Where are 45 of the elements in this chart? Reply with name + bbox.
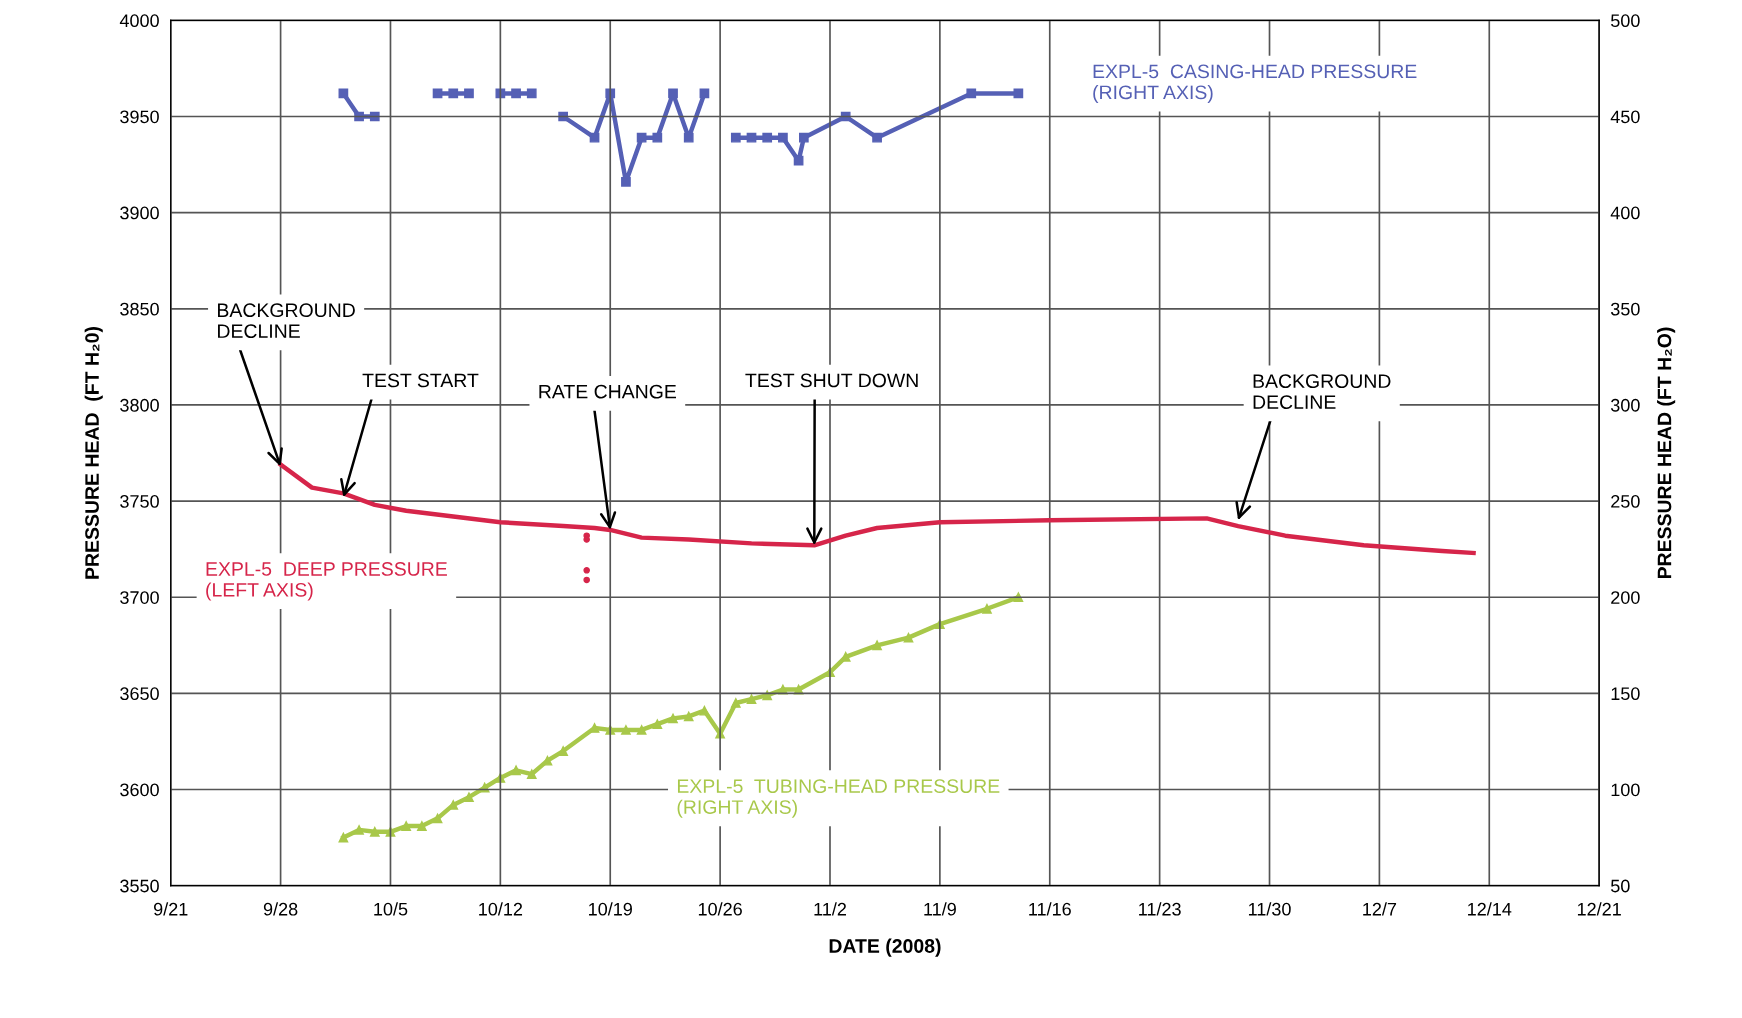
x-tick-label: 12/21 bbox=[1577, 902, 1621, 916]
x-tick-label: 10/5 bbox=[374, 902, 408, 916]
x-tick-label: 10/12 bbox=[479, 902, 523, 916]
y-tick-label: 3750 bbox=[120, 495, 159, 508]
x-tick-label: 11/2 bbox=[814, 902, 846, 916]
y-tick-label: 3650 bbox=[120, 687, 159, 701]
x-tick-label: 12/7 bbox=[1363, 902, 1397, 916]
annotation: BACKGROUND DECLINE bbox=[218, 303, 355, 339]
y2-tick-label: 150 bbox=[1611, 687, 1640, 701]
x-tick-label: 11/30 bbox=[1248, 902, 1291, 916]
x-tick-label: 11/23 bbox=[1139, 902, 1181, 916]
y-tick-label: 3900 bbox=[120, 206, 159, 220]
y2-tick-label: 200 bbox=[1611, 591, 1640, 604]
y2-tick-label: 300 bbox=[1610, 398, 1640, 412]
annotation: BACKGROUND DECLINE bbox=[1253, 374, 1391, 409]
y2-tick-label: 100 bbox=[1611, 783, 1640, 797]
text: EXPL-5 CASING-HEAD PRESSURE (RIGHT AXIS) bbox=[1093, 64, 1417, 104]
y-axis-title: PRESSURE HEAD (FT H₂0) bbox=[84, 327, 103, 579]
annotation: RATE CHANGE bbox=[539, 384, 677, 399]
x-tick-label: 11/16 bbox=[1029, 902, 1071, 916]
x-tick-label: 10/26 bbox=[698, 902, 742, 916]
y2-tick-label: 500 bbox=[1610, 14, 1640, 28]
y-tick-label: 3950 bbox=[120, 110, 159, 124]
text: EXPL-5 DEEP PRESSURE (LEFT AXIS) bbox=[206, 562, 447, 601]
y2-axis-title: PRESSURE HEAD (FT H₂O) bbox=[1657, 327, 1676, 579]
x-axis-title: DATE (2008) bbox=[829, 938, 941, 957]
y-tick-label: 3700 bbox=[120, 591, 159, 604]
y-tick-label: 3800 bbox=[120, 398, 159, 412]
y-tick-label: 4000 bbox=[119, 14, 159, 28]
annotation: TEST SHUT DOWN bbox=[745, 373, 918, 388]
y2-tick-label: 50 bbox=[1610, 879, 1630, 893]
x-tick-label: 10/19 bbox=[589, 902, 632, 916]
y2-tick-label: 350 bbox=[1610, 302, 1640, 316]
y2-tick-label: 400 bbox=[1610, 206, 1640, 220]
y-tick-label: 3600 bbox=[120, 783, 159, 797]
x-tick-label: 9/28 bbox=[263, 902, 298, 916]
x-tick-label: 12/14 bbox=[1468, 902, 1512, 916]
x-tick-label: 9/21 bbox=[153, 902, 188, 916]
text: EXPL-5 TUBING-HEAD PRESSURE (RIGHT AXIS) bbox=[677, 779, 1000, 818]
annotation: TEST START bbox=[362, 373, 479, 388]
y-tick-label: 3850 bbox=[120, 302, 159, 316]
y2-tick-label: 450 bbox=[1610, 110, 1640, 124]
y-tick-label: 3550 bbox=[120, 879, 159, 893]
x-tick-label: 11/9 bbox=[924, 902, 956, 916]
y2-tick-label: 250 bbox=[1611, 495, 1640, 508]
